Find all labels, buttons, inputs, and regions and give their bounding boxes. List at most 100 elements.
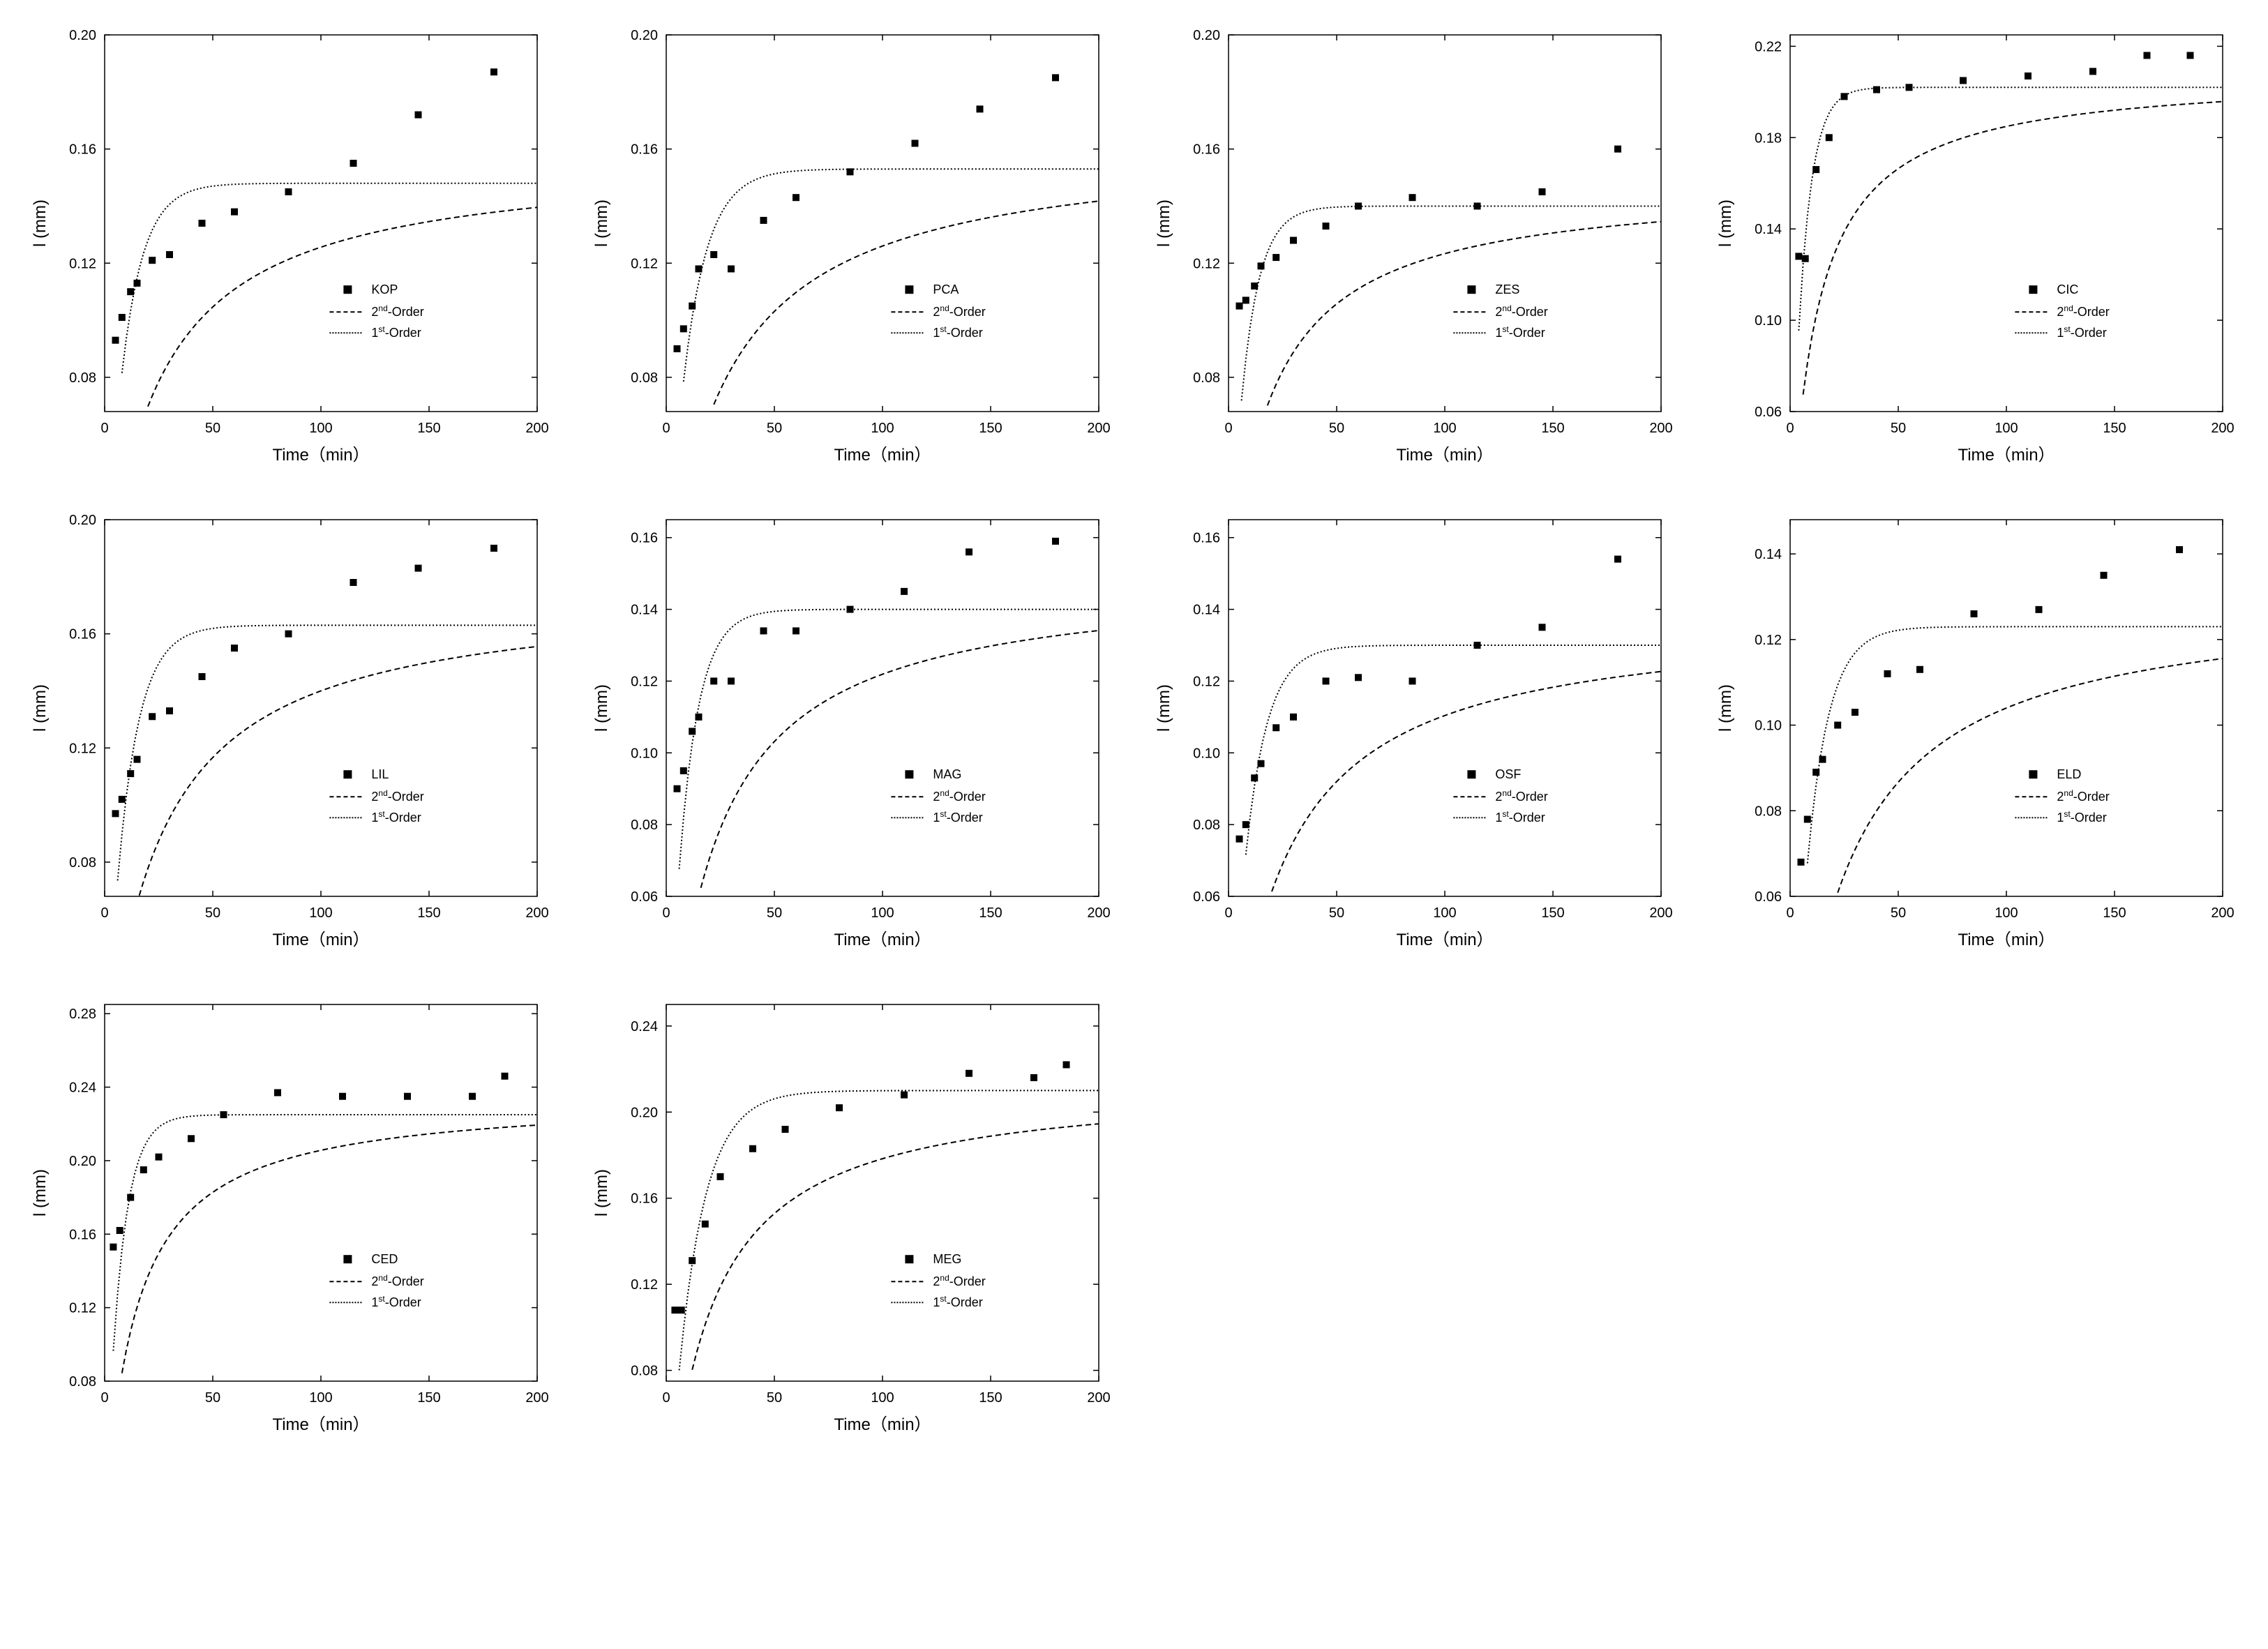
x-tick-label: 150 <box>1541 421 1564 436</box>
y-tick-label: 0.08 <box>1755 804 1782 819</box>
data-point <box>231 209 238 216</box>
data-point <box>674 785 681 792</box>
legend-2nd-order-label: 2nd-Order <box>1495 788 1547 804</box>
data-point <box>672 1307 679 1313</box>
data-point <box>1242 821 1249 828</box>
x-tick-label: 150 <box>2103 421 2126 436</box>
data-point <box>749 1145 756 1152</box>
curve-1st-order <box>679 610 1099 869</box>
x-tick-label: 150 <box>2103 905 2126 921</box>
data-point <box>1826 134 1833 141</box>
y-tick-label: 0.12 <box>69 256 96 271</box>
chart-osf: 0501001502000.060.080.100.120.140.16Time… <box>1138 499 1682 973</box>
data-point <box>1884 670 1891 677</box>
data-point <box>680 325 687 332</box>
data-point <box>717 1173 724 1180</box>
y-tick-label: 0.12 <box>1755 633 1782 648</box>
x-tick-label: 150 <box>979 421 1002 436</box>
x-tick-label: 200 <box>1088 421 1111 436</box>
data-point <box>728 677 735 684</box>
chart-meg: 0501001502000.080.120.160.200.24Time（min… <box>576 984 1120 1458</box>
y-tick-label: 0.08 <box>69 370 96 386</box>
legend-marker-icon <box>2029 770 2037 778</box>
data-point <box>1812 166 1819 173</box>
data-point <box>502 1073 509 1080</box>
data-point <box>1916 666 1923 673</box>
data-point <box>490 68 497 75</box>
data-point <box>696 265 703 272</box>
data-point <box>127 288 134 295</box>
data-point <box>350 160 357 167</box>
x-tick-label: 0 <box>1224 905 1232 921</box>
data-point <box>1409 194 1415 201</box>
x-tick-label: 100 <box>309 421 332 436</box>
data-point <box>199 673 206 680</box>
chart-cell: 0501001502000.080.120.160.200.240.28Time… <box>14 984 569 1458</box>
y-tick-label: 0.08 <box>69 855 96 871</box>
data-point <box>188 1135 195 1142</box>
x-tick-label: 100 <box>871 1390 894 1406</box>
y-axis-label: l (mm) <box>1155 684 1173 732</box>
y-axis-label: l (mm) <box>31 684 50 732</box>
legend-marker-icon <box>1467 770 1475 778</box>
data-point <box>2025 73 2032 80</box>
data-point <box>1355 674 1362 681</box>
x-tick-label: 150 <box>417 1390 440 1406</box>
data-point <box>1804 816 1811 823</box>
y-tick-label: 0.16 <box>631 142 658 158</box>
data-point <box>1251 774 1258 781</box>
y-tick-label: 0.06 <box>1755 405 1782 420</box>
chart-mag: 0501001502000.060.080.100.120.140.16Time… <box>576 499 1120 973</box>
x-tick-label: 100 <box>871 421 894 436</box>
x-tick-label: 100 <box>309 1390 332 1406</box>
legend-series-label: KOP <box>371 283 398 296</box>
data-point <box>1905 84 1912 91</box>
x-tick-label: 50 <box>1891 421 1906 436</box>
curve-1st-order <box>113 1115 537 1351</box>
curve-1st-order <box>1245 645 1660 854</box>
legend-marker-icon <box>906 1255 914 1263</box>
x-tick-label: 50 <box>767 1390 782 1406</box>
data-point <box>2186 52 2193 59</box>
legend-2nd-order-label: 2nd-Order <box>933 303 986 319</box>
data-point <box>2089 68 2096 75</box>
y-tick-label: 0.10 <box>1193 746 1220 761</box>
data-point <box>1290 237 1297 244</box>
curve-1st-order <box>122 183 537 373</box>
data-point <box>1795 253 1802 259</box>
x-tick-label: 200 <box>2211 421 2234 436</box>
y-tick-label: 0.14 <box>1755 222 1782 237</box>
legend-1st-order-label: 1st-Order <box>371 1294 421 1309</box>
curve-2nd-order <box>701 631 1099 888</box>
chart-grid: 0501001502000.080.120.160.20Time（min）l (… <box>14 14 2254 1458</box>
y-tick-label: 0.12 <box>69 1301 96 1316</box>
x-tick-label: 0 <box>1786 421 1794 436</box>
x-tick-label: 50 <box>767 905 782 921</box>
legend-marker-icon <box>343 770 352 778</box>
chart-cell <box>1138 984 1692 1458</box>
y-axis-label: l (mm) <box>1716 684 1735 732</box>
data-point <box>140 1166 147 1173</box>
chart-kop: 0501001502000.080.120.160.20Time（min）l (… <box>14 14 558 488</box>
x-axis-label: Time（min） <box>1958 931 2055 949</box>
legend-marker-icon <box>343 285 352 294</box>
x-tick-label: 0 <box>100 1390 108 1406</box>
data-point <box>1322 677 1329 684</box>
data-point <box>678 1307 685 1313</box>
curve-2nd-order <box>1267 222 1660 406</box>
y-axis-label: l (mm) <box>31 199 50 247</box>
x-tick-label: 200 <box>2211 905 2234 921</box>
data-point <box>1236 303 1242 310</box>
x-tick-label: 200 <box>1649 421 1672 436</box>
x-tick-label: 0 <box>1224 421 1232 436</box>
data-point <box>2176 546 2183 553</box>
x-axis-label: Time（min） <box>272 1415 369 1434</box>
legend-2nd-order-label: 2nd-Order <box>1495 303 1547 319</box>
curve-2nd-order <box>1803 102 2222 395</box>
x-tick-label: 150 <box>417 421 440 436</box>
legend-2nd-order-label: 2nd-Order <box>371 303 423 319</box>
y-tick-label: 0.10 <box>1755 313 1782 329</box>
data-point <box>117 1227 123 1234</box>
curve-2nd-order <box>714 201 1099 405</box>
data-point <box>912 140 919 146</box>
